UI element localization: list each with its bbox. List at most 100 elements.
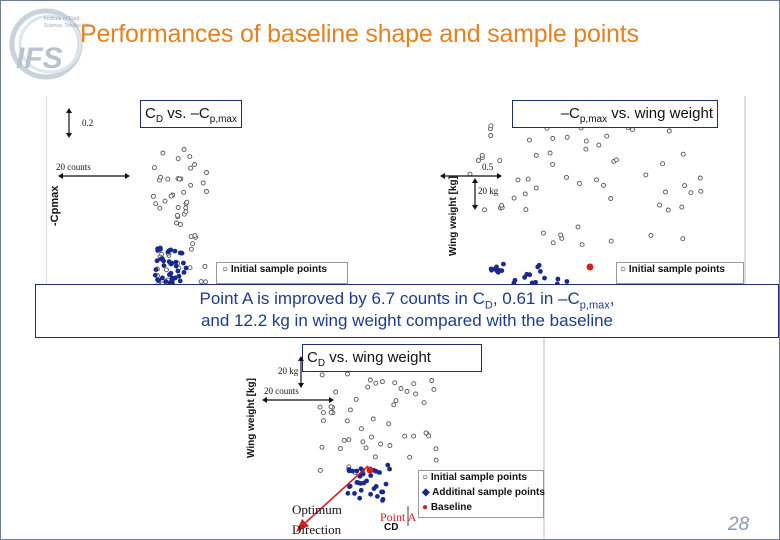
- initial-sample-point: [319, 372, 325, 378]
- legend-initial-points: ○ Initial sample points: [422, 472, 527, 483]
- initial-sample-point: [358, 426, 364, 432]
- initial-sample-point: [165, 176, 171, 182]
- initial-sample-point: [657, 202, 663, 208]
- initial-sample-point: [511, 195, 517, 201]
- initial-sample-point: [319, 444, 325, 450]
- additional-sample-point: [177, 250, 183, 256]
- initial-sample-point: [391, 402, 397, 408]
- initial-sample-point: [525, 176, 531, 182]
- initial-sample-point: [198, 279, 204, 285]
- scale-kg-bottom: 20 kg: [278, 366, 299, 376]
- initial-sample-point: [353, 396, 359, 402]
- xlabel-cd: CD: [384, 522, 398, 533]
- initial-sample-point: [183, 209, 189, 215]
- caption-cd-vs-weight: CD vs. wing weight: [302, 344, 482, 372]
- additional-sample-point: [375, 494, 380, 499]
- additional-sample-point: [368, 473, 374, 478]
- additional-sample-point: [172, 275, 178, 281]
- additional-sample-point: [181, 270, 187, 275]
- initial-sample-point: [341, 437, 347, 443]
- initial-sample-point: [663, 189, 668, 195]
- initial-sample-point: [666, 128, 672, 134]
- logo-small-line-1: Institute of Fluid: [44, 16, 80, 22]
- ifs-logo: IFS Institute of Fluid Science, Tohoku U…: [9, 8, 93, 80]
- additional-sample-point: [166, 248, 172, 254]
- initial-sample-point: [398, 386, 404, 391]
- initial-sample-point: [158, 174, 164, 180]
- initial-sample-point: [547, 150, 553, 156]
- legend-additional-points: ◆ Additinal sample points: [422, 487, 545, 498]
- additional-sample-point: [501, 261, 506, 267]
- additional-sample-point: [488, 266, 494, 272]
- initial-sample-point: [176, 176, 182, 182]
- additional-sample-point: [176, 273, 182, 279]
- additional-sample-point: [175, 268, 181, 274]
- initial-sample-point: [151, 165, 157, 171]
- initial-sample-point: [150, 193, 156, 199]
- additional-sample-point: [495, 269, 501, 275]
- legend-box: [616, 262, 744, 284]
- logo-small-line-2: Science, Tohoku Univ.: [44, 23, 93, 29]
- additional-sample-point: [354, 468, 360, 474]
- additional-sample-point: [183, 265, 189, 271]
- additional-sample-point: [555, 276, 561, 282]
- additional-sample-point: [538, 269, 543, 274]
- additional-sample-point: [156, 278, 162, 283]
- initial-sample-point: [608, 196, 614, 201]
- additional-sample-point: [153, 267, 159, 272]
- initial-sample-point: [630, 127, 635, 133]
- initial-sample-point: [527, 137, 532, 143]
- initial-sample-point: [317, 404, 323, 410]
- initial-sample-point: [680, 151, 686, 157]
- additional-sample-point: [173, 263, 179, 269]
- additional-sample-point: [354, 480, 360, 485]
- optimum-direction-label: Optimum Direction: [292, 502, 342, 537]
- additional-sample-point: [161, 263, 167, 268]
- initial-sample-point: [601, 182, 606, 188]
- additional-sample-point: [154, 258, 160, 264]
- scale-bar-horizontal-icon: [58, 173, 130, 179]
- additional-sample-point: [512, 277, 518, 283]
- initial-sample-point: [373, 380, 379, 386]
- initial-sample-point: [407, 454, 413, 460]
- caption-cd-vs-cpmax: CD vs. –Cp,max: [140, 100, 242, 128]
- banner-line-2: and 12.2 kg in wing weight compared with…: [200, 311, 614, 330]
- additional-sample-point: [160, 275, 165, 281]
- additional-sample-point: [168, 270, 174, 276]
- additional-sample-point: [177, 278, 183, 284]
- initial-sample-point: [175, 212, 180, 218]
- optimum-direction-arrow-line: [303, 465, 369, 525]
- legend-box: [418, 470, 544, 518]
- initial-sample-point: [333, 389, 339, 395]
- legend-box: [216, 262, 348, 284]
- additional-sample-point: [380, 496, 386, 502]
- additional-sample-point: [181, 260, 186, 266]
- optimum-direction-arrowhead-icon: [296, 519, 309, 532]
- initial-sample-point: [596, 142, 602, 148]
- initial-sample-point: [583, 146, 589, 152]
- initial-sample-point: [181, 189, 187, 195]
- initial-sample-point: [550, 161, 556, 167]
- initial-sample-point: [360, 439, 366, 445]
- initial-sample-point: [688, 190, 694, 196]
- additional-sample-point: [346, 467, 352, 472]
- additional-sample-point: [158, 256, 164, 262]
- initial-sample-point: [344, 418, 350, 424]
- initial-sample-point: [523, 207, 529, 213]
- additional-sample-point: [350, 468, 355, 474]
- initial-sample-point: [188, 165, 194, 171]
- additional-sample-point: [564, 279, 570, 284]
- caption-cpmax-vs-weight: –Cp,max vs. wing weight: [512, 100, 718, 128]
- additional-sample-point: [352, 491, 357, 496]
- initial-sample-point: [204, 189, 209, 194]
- initial-sample-point: [363, 445, 369, 451]
- initial-sample-point: [192, 233, 198, 239]
- initial-sample-point: [190, 241, 196, 247]
- initial-sample-point: [183, 205, 189, 211]
- initial-sample-point: [175, 205, 181, 210]
- scale-bar-vertical-icon: [472, 178, 478, 210]
- additional-sample-point: [494, 264, 499, 270]
- initial-sample-point: [163, 267, 169, 273]
- initial-sample-point: [679, 204, 685, 210]
- slide-title: Performances of baseline shape and sampl…: [80, 20, 639, 48]
